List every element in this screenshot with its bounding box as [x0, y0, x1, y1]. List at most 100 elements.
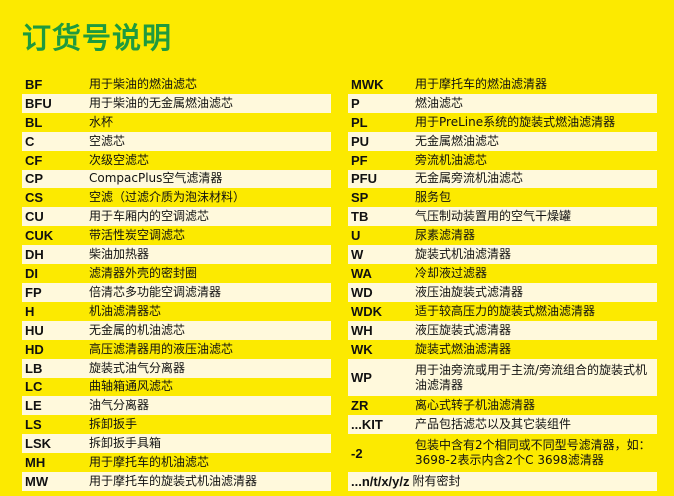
table-row: LC 曲轴箱通风滤芯	[22, 378, 331, 397]
code-description: 拆卸扳手	[89, 417, 138, 432]
code-description: 倍清芯多功能空调滤清器	[89, 284, 222, 299]
table-row: WP 用于油旁流或用于主流/旁流组合的旋装式机油滤清器	[348, 358, 657, 397]
order-code: WA	[351, 266, 372, 282]
order-code: CU	[25, 209, 44, 225]
order-code: WDK	[351, 303, 383, 319]
table-row: LE 油气分离器	[22, 396, 331, 416]
code-description: 气压制动装置用的空气干燥罐	[415, 209, 572, 224]
code-description: 用于车厢内的空调滤芯	[89, 209, 210, 224]
code-description: 用于摩托车的旋装式机油滤清器	[89, 473, 258, 488]
code-description: 燃油滤芯	[415, 95, 464, 110]
code-description: 用于柴油的燃油滤芯	[89, 76, 198, 91]
order-code: H	[25, 303, 35, 319]
order-code: ...n/t/x/y/z	[351, 473, 410, 489]
table-row: CP CompacPlus空气滤清器	[22, 169, 331, 189]
code-description: CompacPlus空气滤清器	[89, 171, 223, 186]
order-code: LS	[25, 417, 42, 433]
order-code: WH	[351, 322, 373, 338]
order-code: WP	[351, 370, 372, 385]
table-row: WA 冷却液过滤器	[348, 264, 657, 283]
code-description: 用于柴油的无金属燃油滤芯	[89, 95, 234, 110]
order-code: WD	[351, 284, 373, 300]
code-table-left: BF 用于柴油的燃油滤芯 BFU 用于柴油的无金属燃油滤芯 BL 水杯 C 空滤芯 CF 次级空滤…	[22, 75, 331, 491]
code-description: 拆卸扳手具箱	[89, 436, 162, 451]
order-code: PU	[351, 133, 370, 149]
table-row: PU 无金属燃油滤芯	[348, 131, 657, 151]
table-row: H 机油滤清器芯	[22, 302, 331, 321]
order-code: HU	[25, 322, 44, 338]
order-code: ZR	[351, 398, 369, 414]
table-row: LB 旋装式油气分离器	[22, 358, 331, 378]
table-row: -2 包装中含有2个相同或不同型号滤清器，如：3698-2表示内含2个C 3698…	[348, 434, 657, 472]
table-row: ...n/t/x/y/z 附有密封	[348, 472, 657, 491]
table-row: ZR 离心式转子机油滤清器	[348, 396, 657, 415]
order-code: -2	[351, 445, 363, 461]
order-code: C	[25, 133, 35, 149]
order-code: BFU	[25, 95, 52, 111]
code-description: 带活性炭空调滤芯	[89, 228, 186, 243]
order-code: FP	[25, 284, 42, 300]
code-description: 无金属的机油滤芯	[89, 322, 186, 337]
code-description: 尿素滤清器	[415, 228, 476, 243]
table-row: WDK 适于较高压力的旋装式燃油滤清器	[348, 302, 657, 321]
code-description: 机油滤清器芯	[89, 303, 162, 318]
table-row: WK 旋装式燃油滤清器	[348, 340, 657, 359]
code-description: 无金属旁流机油滤芯	[415, 171, 524, 186]
order-code: DI	[25, 266, 38, 282]
table-row: C 空滤芯	[22, 131, 331, 151]
table-row: BFU 用于柴油的无金属燃油滤芯	[22, 93, 331, 113]
order-code: MH	[25, 455, 46, 471]
code-table-right: MWK 用于摩托车的燃油滤清器 P 燃油滤芯 PL 用于PreLine系统的旋装式燃油滤清…	[348, 75, 657, 491]
code-description: 曲轴箱通风滤芯	[89, 379, 174, 394]
code-description: 高压滤清器用的液压油滤芯	[89, 341, 234, 356]
table-row: WH 液压旋装式滤清器	[348, 320, 657, 340]
table-row: CU 用于车厢内的空调滤芯	[22, 207, 331, 227]
code-description: 油气分离器	[89, 398, 150, 413]
table-row: LSK 拆卸扳手具箱	[22, 434, 331, 454]
code-description: 次级空滤芯	[89, 152, 150, 167]
table-row: DI 滤清器外壳的密封圈	[22, 264, 331, 283]
table-row: FP 倍清芯多功能空调滤清器	[22, 282, 331, 302]
order-code: WK	[351, 341, 373, 357]
order-code: PFU	[351, 171, 377, 187]
code-description: 旋装式燃油滤清器	[415, 341, 512, 356]
order-code: BF	[25, 76, 43, 92]
code-description: 产品包括滤芯以及其它装组件	[415, 417, 572, 432]
table-row: PF 旁流机油滤芯	[348, 151, 657, 170]
code-description: 滤清器外壳的密封圈	[89, 266, 198, 281]
order-code: LB	[25, 360, 43, 376]
table-row: DH 柴油加热器	[22, 245, 331, 265]
order-code: ...KIT	[351, 417, 383, 433]
order-code: MWK	[351, 76, 384, 92]
order-code: DH	[25, 247, 44, 263]
order-code: CP	[25, 171, 44, 187]
code-description: 液压旋装式滤清器	[415, 322, 512, 337]
table-row: MW 用于摩托车的旋装式机油滤清器	[22, 472, 331, 491]
table-row: HD 高压滤清器用的液压油滤芯	[22, 340, 331, 359]
page-title: 订货号说明	[22, 21, 173, 55]
code-description: 用于油旁流或用于主流/旁流组合的旋装式机油滤清器	[415, 362, 648, 392]
order-code: LSK	[25, 436, 51, 452]
order-code: U	[351, 228, 361, 244]
code-description: 冷却液过滤器	[415, 266, 488, 281]
table-row: ...KIT 产品包括滤芯以及其它装组件	[348, 415, 657, 435]
code-description: 用于摩托车的燃油滤清器	[415, 76, 548, 91]
table-row: U 尿素滤清器	[348, 226, 657, 245]
order-code: CUK	[25, 228, 54, 244]
code-description: 包装中含有2个相同或不同型号滤清器，如：3698-2表示内含2个C 3698滤清…	[415, 438, 651, 468]
order-code: LE	[25, 398, 42, 414]
table-row: PL 用于PreLine系统的旋装式燃油滤清器	[348, 113, 657, 132]
table-row: TB 气压制动装置用的空气干燥罐	[348, 207, 657, 227]
code-description: 旁流机油滤芯	[415, 152, 488, 167]
order-code: PF	[351, 152, 368, 168]
table-row: WD 液压油旋装式滤清器	[348, 282, 657, 302]
code-description: 离心式转子机油滤清器	[415, 398, 536, 413]
order-code: SP	[351, 190, 369, 206]
code-description: 无金属燃油滤芯	[415, 133, 500, 148]
code-description: 水杯	[89, 114, 114, 129]
table-row: W 旋装式机油滤清器	[348, 245, 657, 265]
table-row: CS 空滤（过滤介质为泡沫材料）	[22, 188, 331, 207]
table-row: LS 拆卸扳手	[22, 415, 331, 434]
table-row: BL 水杯	[22, 113, 331, 132]
table-row: CUK 带活性炭空调滤芯	[22, 226, 331, 245]
